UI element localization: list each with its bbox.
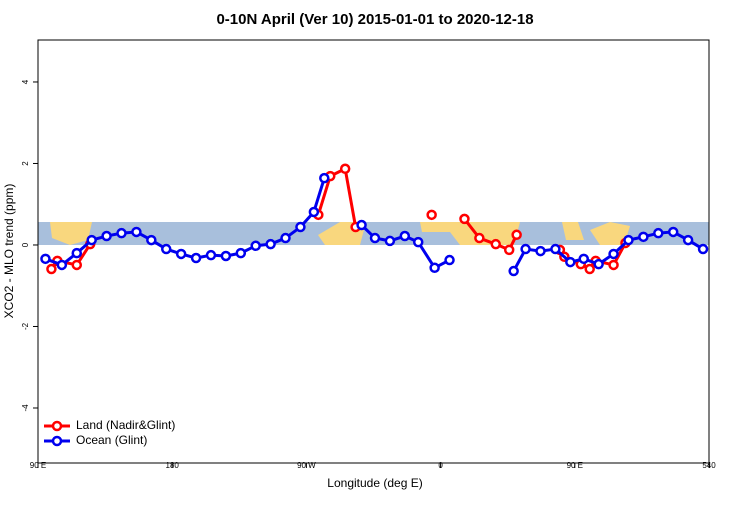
data-point <box>444 254 455 266</box>
data-point <box>369 232 381 244</box>
x-tick-label: 90 E <box>30 461 46 470</box>
data-point <box>399 230 411 242</box>
data-point <box>295 221 306 233</box>
data-point <box>535 245 546 257</box>
chart-title: 0-10N April (Ver 10) 2015-01-01 to 2020-… <box>216 11 533 28</box>
series <box>40 172 709 277</box>
data-point <box>508 265 519 277</box>
data-point <box>101 230 112 242</box>
data-point <box>280 232 291 244</box>
y-tick-label: 0 <box>21 242 30 247</box>
data-point <box>175 248 187 260</box>
y-tick-label: 4 <box>21 79 30 84</box>
x-tick-label: 540 <box>702 461 716 470</box>
data-point <box>86 234 97 246</box>
data-point <box>40 253 51 265</box>
data-point <box>584 263 595 275</box>
data-point <box>412 236 424 248</box>
data-point <box>205 249 217 261</box>
data-point <box>46 263 57 275</box>
legend-marker <box>51 435 63 447</box>
data-point <box>426 209 437 221</box>
data-point <box>56 259 68 271</box>
legend: Land (Nadir&Glint)Ocean (Glint) <box>44 418 175 447</box>
x-tick-label: 90 E <box>567 461 583 470</box>
data-point <box>608 248 619 260</box>
data-point <box>578 253 589 265</box>
data-point <box>653 227 664 239</box>
x-axis-label: Longitude (deg E) <box>327 476 422 490</box>
data-point <box>131 226 142 238</box>
data-point <box>667 226 679 238</box>
y-tick-label: -2 <box>21 322 30 330</box>
data-point <box>623 234 634 246</box>
data-point <box>146 234 157 246</box>
y-tick-label: -4 <box>21 404 30 412</box>
data-point <box>474 232 485 244</box>
data-point <box>116 227 127 239</box>
data-point <box>520 243 531 255</box>
data-point <box>71 259 83 271</box>
data-point <box>71 247 83 259</box>
data-point <box>265 238 276 250</box>
series <box>46 163 631 275</box>
y-tick-label: 2 <box>21 161 30 166</box>
data-point <box>490 238 502 250</box>
data-point <box>550 243 561 255</box>
plot-frame <box>37 39 710 464</box>
data-point <box>384 235 396 247</box>
data-point <box>638 231 649 243</box>
data-point <box>503 244 515 256</box>
data-point <box>697 243 709 255</box>
data-point <box>235 247 247 259</box>
series-line <box>316 167 358 228</box>
data-point <box>511 229 522 241</box>
legend-label: Ocean (Glint) <box>76 433 147 447</box>
data-point <box>319 172 330 184</box>
data-point <box>220 250 232 262</box>
data-point <box>429 262 440 274</box>
data-point <box>459 213 470 225</box>
y-axis-label: XCO2 - MLO trend (ppm) <box>2 184 16 319</box>
data-point <box>250 240 261 252</box>
data-point <box>565 256 576 268</box>
data-point <box>308 206 320 218</box>
x-tick-label: 0 <box>438 461 443 470</box>
data-point <box>356 219 367 231</box>
data-point <box>339 163 351 175</box>
data-point <box>593 258 604 270</box>
legend-marker <box>51 420 63 432</box>
data-point <box>160 243 172 255</box>
data-point <box>608 259 619 271</box>
x-tick-label: 180 <box>166 461 180 470</box>
legend-label: Land (Nadir&Glint) <box>76 418 175 432</box>
data-point <box>682 234 694 246</box>
x-tick-label: 90 W <box>297 461 316 470</box>
data-point <box>190 252 202 264</box>
